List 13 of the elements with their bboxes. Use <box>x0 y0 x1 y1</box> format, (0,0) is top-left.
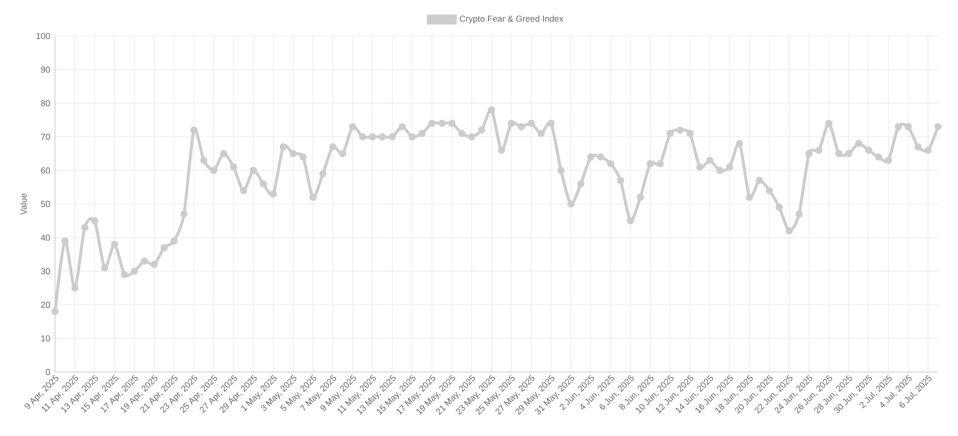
y-tick-label: 90 <box>41 66 50 73</box>
y-axis-title: Value <box>20 194 27 215</box>
legend-label: Crypto Fear & Greed Index <box>460 15 564 24</box>
y-tick-label: 70 <box>41 134 50 140</box>
y-tick-label: 40 <box>40 234 50 241</box>
y-tick-label: 10 <box>41 335 50 342</box>
y-tick-label: 50 <box>41 200 50 208</box>
y-tick-label: 30 <box>41 268 50 274</box>
y-tick-label: 100 <box>36 32 50 40</box>
y-tick-label: 20 <box>41 302 50 308</box>
y-tick-label: 0 <box>46 368 50 376</box>
y-tick-label: 60 <box>41 167 50 174</box>
y-tick-label: 80 <box>41 100 50 106</box>
